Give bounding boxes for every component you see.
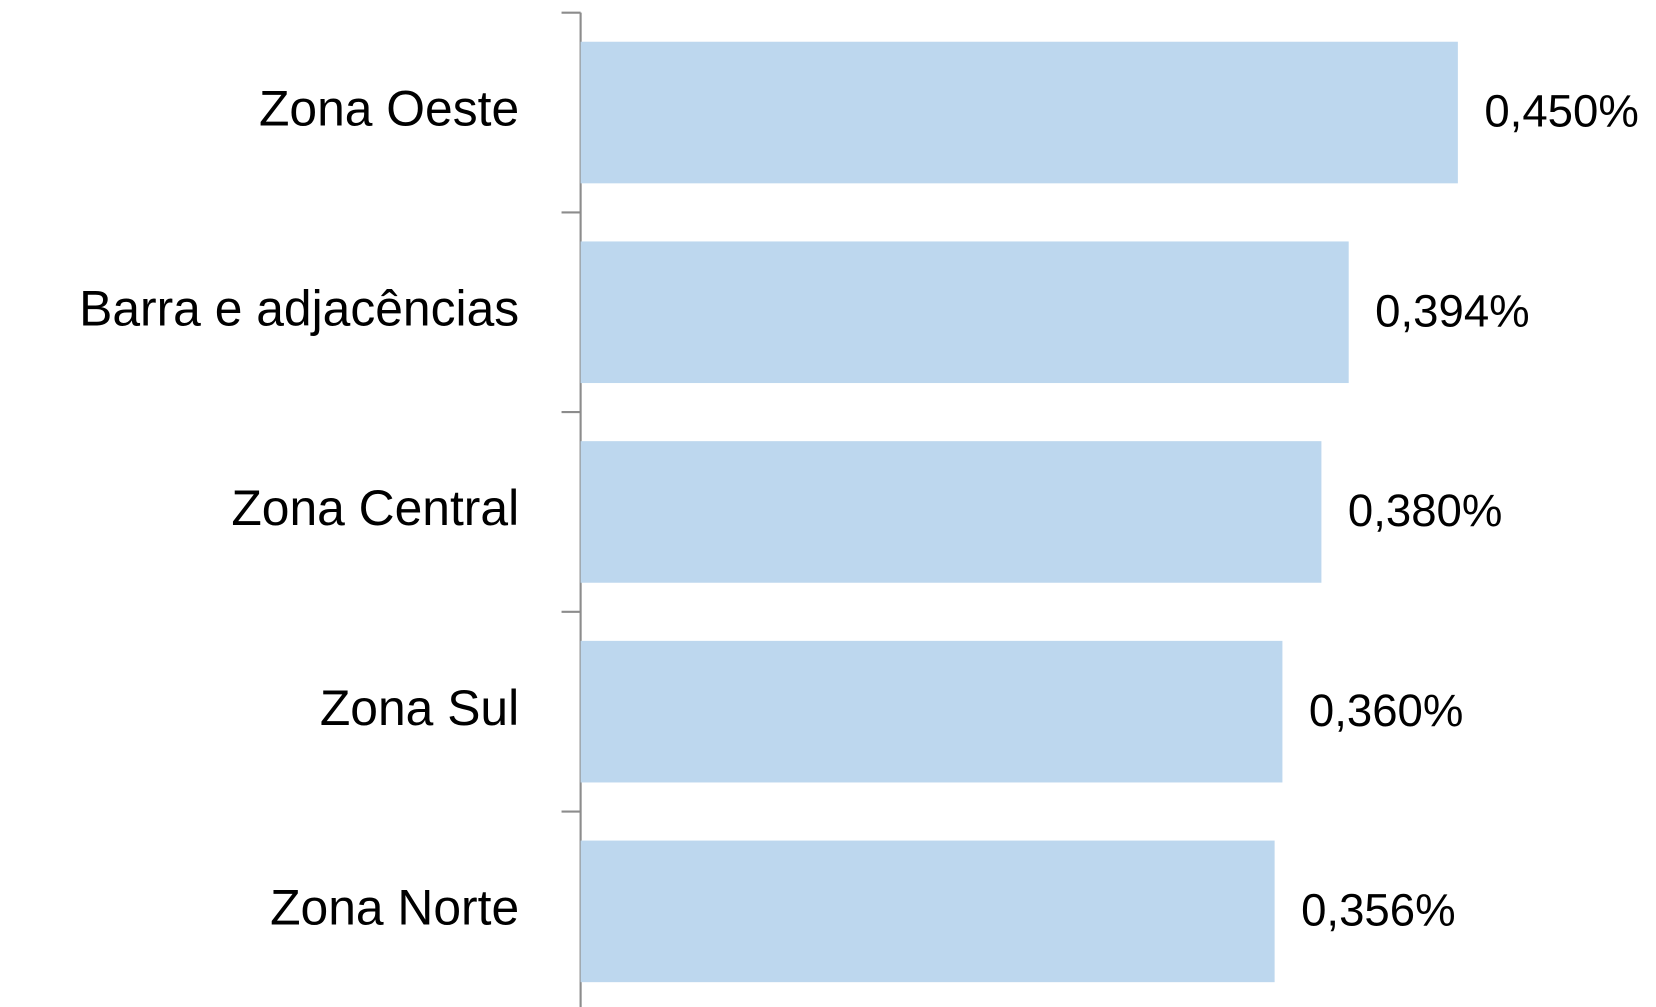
bar	[580, 241, 1349, 384]
category-label: Zona Oeste	[259, 81, 519, 137]
bar	[580, 41, 1458, 184]
category-label: Zona Norte	[270, 880, 519, 936]
value-label: 0,380%	[1348, 485, 1502, 536]
bar	[580, 640, 1283, 783]
value-label: 0,360%	[1309, 685, 1463, 736]
bar	[580, 441, 1322, 583]
bar	[580, 840, 1275, 983]
category-label: Barra e adjacências	[79, 280, 519, 336]
category-label: Zona Central	[231, 480, 519, 536]
value-label: 0,356%	[1301, 885, 1455, 936]
value-label: 0,450%	[1484, 86, 1638, 137]
category-label: Zona Sul	[320, 680, 519, 736]
value-label: 0,394%	[1375, 285, 1529, 336]
